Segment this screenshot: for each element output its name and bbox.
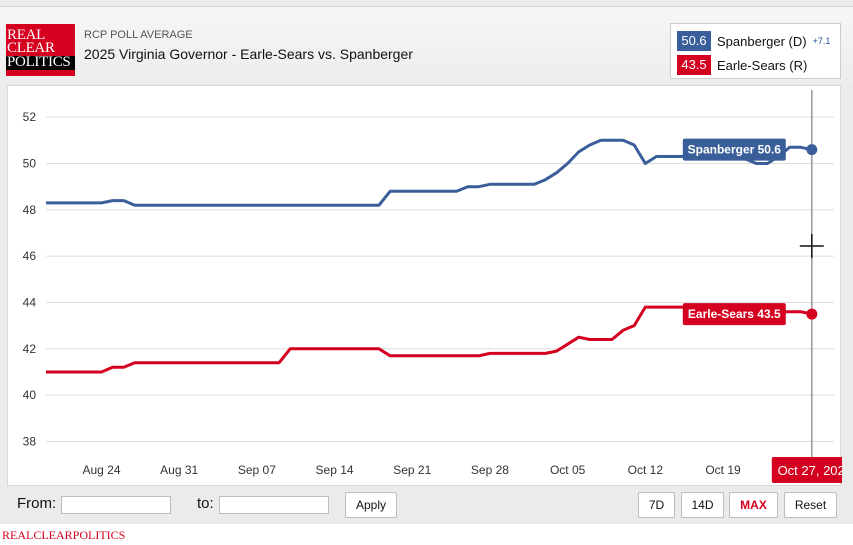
- y-tick-label: 46: [23, 249, 37, 263]
- y-tick-label: 50: [23, 156, 37, 170]
- poll-average-label: RCP POLL AVERAGE: [84, 29, 193, 41]
- series-label-box: [682, 138, 786, 161]
- legend-item-earle-sears: 43.5 Earle-Sears (R): [677, 55, 807, 75]
- range-max-button[interactable]: MAX: [729, 492, 778, 518]
- x-tick-label: Oct 19: [705, 463, 741, 477]
- apply-button[interactable]: Apply: [345, 492, 397, 518]
- date-range-controls: From: to: Apply 7D 14D MAX Reset: [0, 486, 853, 524]
- logo-line-3: POLITICS: [6, 55, 75, 70]
- footer-brand: REALCLEARPOLITICS: [2, 528, 126, 542]
- y-tick-label: 42: [23, 342, 37, 356]
- footer: REALCLEARPOLITICS: [0, 524, 853, 545]
- x-tick-label: Aug 31: [160, 463, 198, 477]
- legend-name-spanberger: Spanberger (D): [717, 33, 807, 49]
- x-tick-label: Sep 14: [316, 463, 354, 477]
- series-end-marker: [806, 144, 818, 156]
- y-tick-label: 48: [23, 203, 37, 217]
- from-date-input[interactable]: [61, 496, 171, 514]
- legend: 50.6 Spanberger (D) +7.1 43.5 Earle-Sear…: [670, 23, 841, 79]
- to-label: to:: [197, 495, 214, 512]
- legend-value-spanberger: 50.6: [677, 31, 711, 51]
- x-tick-label: Sep 28: [471, 463, 509, 477]
- y-tick-label: 40: [23, 388, 37, 402]
- logo-line-2: CLEAR: [7, 40, 55, 56]
- range-7d-button[interactable]: 7D: [638, 492, 675, 518]
- range-14d-button[interactable]: 14D: [681, 492, 724, 518]
- y-tick-label: 52: [23, 110, 37, 124]
- x-tick-label: Oct 12: [628, 463, 664, 477]
- hover-date-badge: [771, 457, 842, 483]
- chart-header: REAL CLEAR POLITICS RCP POLL AVERAGE 202…: [0, 6, 853, 83]
- to-date-input[interactable]: [219, 496, 329, 514]
- legend-value-earle-sears: 43.5: [677, 55, 711, 75]
- from-label: From:: [17, 495, 57, 512]
- logo-line-1: REAL: [7, 27, 45, 43]
- x-tick-label: Sep 21: [393, 463, 431, 477]
- x-tick-label: Oct 05: [550, 463, 586, 477]
- reset-button[interactable]: Reset: [784, 492, 837, 518]
- y-tick-label: 44: [23, 295, 37, 309]
- x-tick-label: Aug 24: [82, 463, 120, 477]
- series-label-spanberger: Spanberger 50.6: [688, 143, 782, 157]
- hover-date-label: Oct 27, 2025: [778, 463, 842, 478]
- series-end-marker: [806, 308, 818, 320]
- series-label-box: [682, 303, 786, 326]
- legend-name-earle-sears: Earle-Sears (R): [717, 57, 808, 73]
- line-chart[interactable]: 38 40 42 44 46 48 50 52 Aug 24 Aug 31 Sep 07 Sep 14…: [8, 86, 842, 487]
- legend-item-spanberger: 50.6 Spanberger (D) +7.1: [677, 31, 830, 51]
- y-tick-label: 38: [23, 434, 37, 448]
- rcp-logo: REAL CLEAR POLITICS: [6, 24, 75, 76]
- x-tick-label: Sep 07: [238, 463, 276, 477]
- series-label-earle-sears: Earle-Sears 43.5: [688, 307, 781, 321]
- legend-spread: +7.1: [812, 36, 831, 46]
- plot-area[interactable]: 38 40 42 44 46 48 50 52 Aug 24 Aug 31 Sep 07 Sep 14…: [7, 85, 842, 487]
- chart-title: 2025 Virginia Governor - Earle-Sears vs.…: [84, 46, 413, 62]
